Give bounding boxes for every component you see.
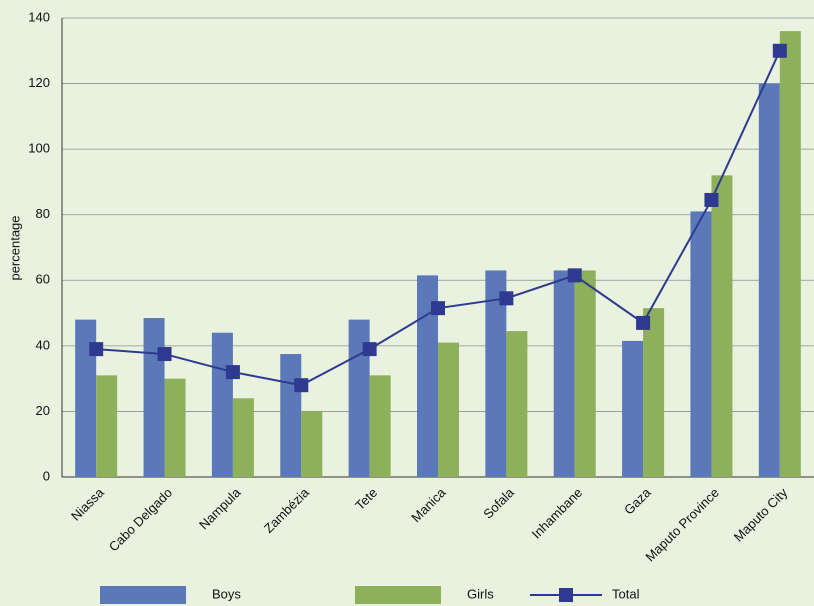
y-tick-label: 140 xyxy=(28,9,50,24)
bar xyxy=(643,308,665,477)
y-axis-label: percentage xyxy=(7,215,22,280)
y-tick-label: 0 xyxy=(43,468,50,483)
legend-label: Total xyxy=(612,586,640,601)
line-marker xyxy=(499,291,514,306)
line-marker xyxy=(567,268,582,283)
line-marker xyxy=(89,342,104,357)
line-marker xyxy=(294,378,309,393)
bar xyxy=(758,83,780,478)
bar xyxy=(438,342,459,477)
line-marker xyxy=(772,43,787,58)
bar xyxy=(690,211,712,477)
line-marker xyxy=(431,301,445,316)
bar xyxy=(348,319,370,477)
line-marker xyxy=(157,347,172,362)
y-tick-label: 120 xyxy=(28,75,50,90)
line-marker xyxy=(225,365,240,380)
bar xyxy=(779,31,801,477)
y-tick-label: 60 xyxy=(36,272,50,287)
bar xyxy=(164,378,186,477)
bar xyxy=(301,411,323,477)
line-marker xyxy=(362,342,377,357)
legend-label: Boys xyxy=(212,586,241,601)
line-marker xyxy=(704,192,719,207)
legend-swatch xyxy=(559,588,573,602)
y-tick-label: 100 xyxy=(28,141,50,156)
bar xyxy=(369,375,391,477)
y-tick-label: 20 xyxy=(36,403,50,418)
bar xyxy=(485,270,507,477)
legend-label: Girls xyxy=(467,586,494,601)
bar xyxy=(96,375,118,477)
bar xyxy=(417,275,438,477)
bar xyxy=(280,354,302,477)
bar xyxy=(622,340,644,477)
bar xyxy=(211,332,233,477)
legend-swatch xyxy=(100,586,186,604)
line-marker xyxy=(636,315,651,330)
bar xyxy=(711,175,733,477)
bar xyxy=(143,317,165,477)
bar xyxy=(574,270,596,477)
y-tick-label: 40 xyxy=(36,337,50,352)
bar xyxy=(553,270,575,477)
bar xyxy=(506,331,528,477)
y-tick-label: 80 xyxy=(36,206,50,221)
bar xyxy=(75,319,97,477)
bar xyxy=(232,398,254,477)
legend-swatch xyxy=(355,586,441,604)
